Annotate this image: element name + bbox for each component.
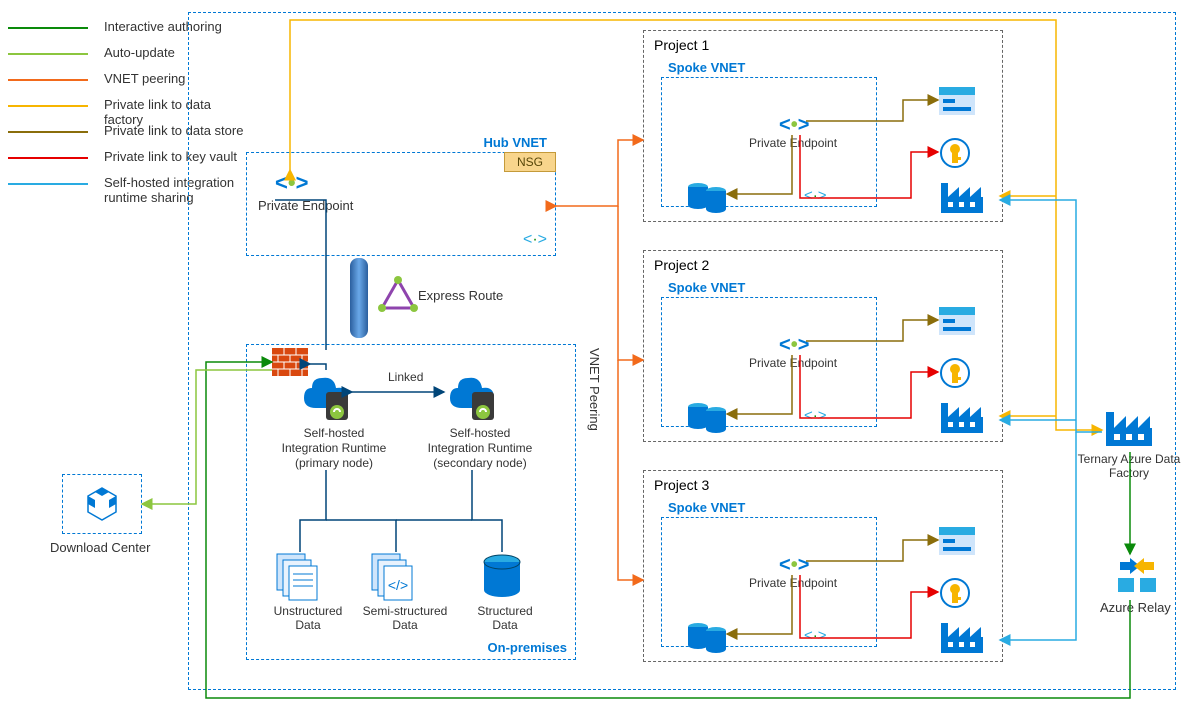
ternary-label: Ternary Azure Data Factory bbox=[1056, 452, 1202, 480]
download-center-box bbox=[62, 474, 142, 534]
spoke-title-3: Spoke VNET bbox=[668, 500, 745, 515]
nsg-badge: NSG bbox=[504, 152, 556, 172]
shir-primary-icon bbox=[298, 370, 350, 425]
legend-line-1 bbox=[8, 53, 88, 55]
legend-line-2 bbox=[8, 79, 88, 81]
project-factory-icon-1 bbox=[939, 179, 987, 215]
project-factory-icon-3 bbox=[939, 619, 987, 655]
project-pe-icon-3: <•> bbox=[779, 554, 809, 577]
hub-title: Hub VNET bbox=[483, 135, 547, 150]
project-title-2: Project 2 bbox=[654, 257, 709, 273]
semi-label: Semi-structuredData bbox=[358, 604, 452, 633]
project-store-icon-1 bbox=[939, 87, 975, 115]
project-vault-icon-1 bbox=[939, 137, 971, 169]
private-endpoint-icon: <•> bbox=[275, 170, 308, 196]
project-box-1: Project 1 Spoke VNET <•> Private Endpoin… bbox=[643, 30, 1003, 222]
project-angle-icon-3: <·> bbox=[804, 627, 827, 644]
legend-line-3 bbox=[8, 105, 88, 107]
legend-line-0 bbox=[8, 27, 88, 29]
project-box-2: Project 2 Spoke VNET <•> Private Endpoin… bbox=[643, 250, 1003, 442]
legend-line-5 bbox=[8, 157, 88, 159]
project-pe-label-1: Private Endpoint bbox=[749, 136, 837, 150]
legend-label-1: Auto-update bbox=[104, 46, 175, 61]
structured-label: StructuredData bbox=[468, 604, 542, 633]
hub-angle-icon: <·> bbox=[523, 231, 547, 249]
spoke-title-1: Spoke VNET bbox=[668, 60, 745, 75]
project-store-icon-3 bbox=[939, 527, 975, 555]
project-db-icon-2 bbox=[686, 399, 728, 435]
vnet-peering-label: VNET Peering bbox=[587, 348, 602, 431]
legend-line-6 bbox=[8, 183, 88, 185]
project-db-icon-1 bbox=[686, 179, 728, 215]
project-pe-icon-1: <•> bbox=[779, 114, 809, 137]
hub-endpoint-label: Private Endpoint bbox=[258, 198, 353, 213]
relay-label: Azure Relay bbox=[1100, 600, 1171, 615]
shir-secondary-icon bbox=[444, 370, 496, 425]
unstructured-label: UnstructuredData bbox=[266, 604, 350, 633]
legend-label-2: VNET peering bbox=[104, 72, 185, 87]
project-angle-icon-1: <·> bbox=[804, 187, 827, 204]
project-angle-icon-2: <·> bbox=[804, 407, 827, 424]
spoke-title-2: Spoke VNET bbox=[668, 280, 745, 295]
project-pe-label-3: Private Endpoint bbox=[749, 576, 837, 590]
project-pe-label-2: Private Endpoint bbox=[749, 356, 837, 370]
express-cylinder bbox=[350, 258, 368, 338]
express-route-label: Express Route bbox=[418, 288, 503, 303]
download-center-label: Download Center bbox=[50, 540, 150, 555]
project-box-3: Project 3 Spoke VNET <•> Private Endpoin… bbox=[643, 470, 1003, 662]
project-vault-icon-3 bbox=[939, 577, 971, 609]
shir-primary-label: Self-hostedIntegration Runtime(primary n… bbox=[264, 426, 404, 471]
project-factory-icon-2 bbox=[939, 399, 987, 435]
project-title-1: Project 1 bbox=[654, 37, 709, 53]
project-title-3: Project 3 bbox=[654, 477, 709, 493]
project-pe-icon-2: <•> bbox=[779, 334, 809, 357]
linked-label: Linked bbox=[388, 370, 423, 384]
shir-secondary-label: Self-hostedIntegration Runtime(secondary… bbox=[410, 426, 550, 471]
project-store-icon-2 bbox=[939, 307, 975, 335]
project-db-icon-3 bbox=[686, 619, 728, 655]
legend-line-4 bbox=[8, 131, 88, 133]
onprem-title: On-premises bbox=[488, 640, 567, 655]
project-vault-icon-2 bbox=[939, 357, 971, 389]
